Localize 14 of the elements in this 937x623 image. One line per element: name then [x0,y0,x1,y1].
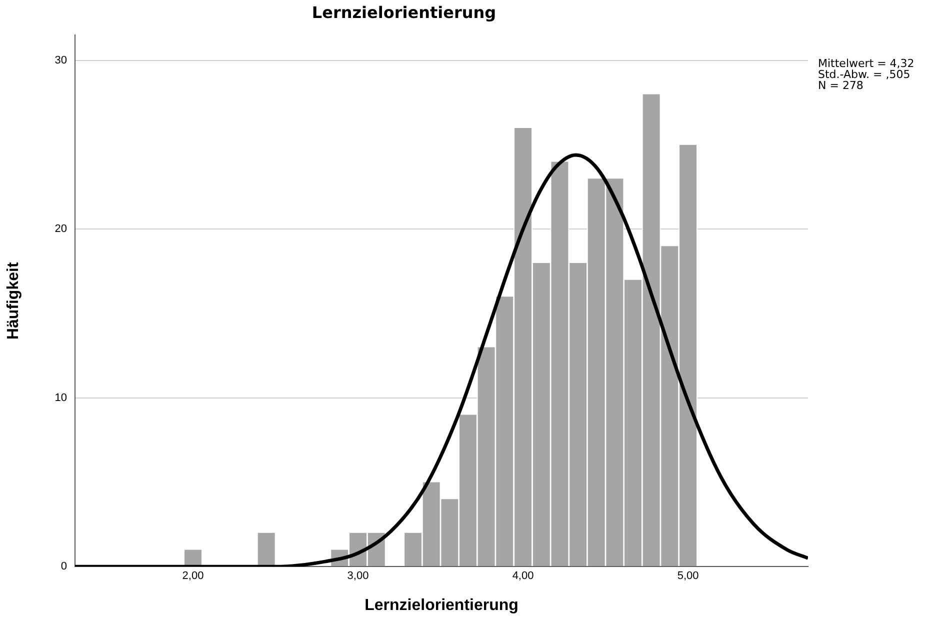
x-tick-label: 2,00 [182,570,204,582]
text: N = 278 [818,79,864,92]
y-tick-label: 20 [54,223,67,236]
y-tick-label: 10 [54,392,67,404]
x-tick-label: 3,00 [347,570,369,582]
y-tick-label: 0 [60,560,67,573]
y-tick-label: 30 [54,54,67,67]
x-axis-title: Lernzielorientierung [364,596,518,614]
x-tick-label: 5,00 [677,570,699,582]
text: Mittelwert = 4,32 [818,57,914,70]
text: Std.-Abw. = ,505 [818,68,910,81]
x-tick-label: 4,00 [512,570,534,582]
y-axis-title: Häufigkeit [5,262,22,340]
chart-title: Lernzielorientierung [312,2,496,22]
